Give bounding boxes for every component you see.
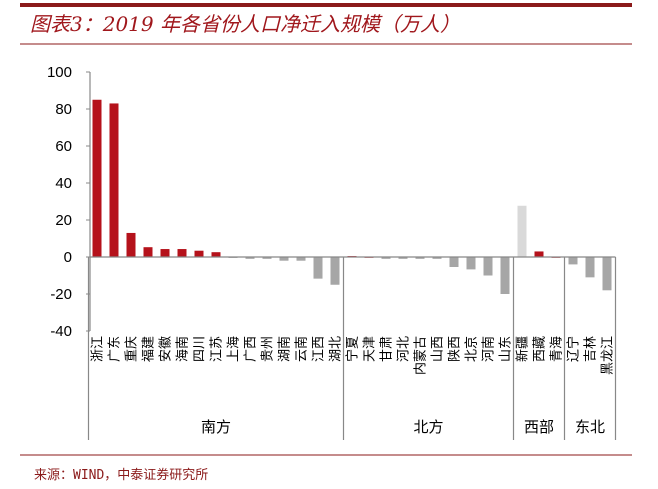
bar-甘肃 (381, 257, 391, 259)
y-tick-label: -40 (50, 323, 72, 340)
category-label: 新疆 (515, 336, 531, 362)
category-label: 湖北 (329, 336, 344, 362)
bar-陕西 (449, 257, 459, 267)
bar-云南 (296, 257, 306, 261)
category-label: 天津 (363, 336, 378, 362)
category-label: 浙江 (91, 336, 106, 362)
category-label: 江西 (312, 336, 327, 362)
bar-内蒙古 (415, 257, 425, 259)
category-label: 甘肃 (380, 336, 395, 362)
top-rule (20, 3, 632, 7)
bar-新疆 (517, 205, 527, 257)
category-label: 宁夏 (345, 336, 361, 362)
bar-福建 (143, 247, 153, 257)
group-label: 南方 (201, 418, 231, 436)
source-note: 来源：WIND，中泰证券研究所 (34, 467, 208, 483)
category-label: 陕西 (448, 336, 463, 362)
category-label: 福建 (142, 336, 157, 362)
y-tick-label: 60 (55, 138, 72, 155)
bar-北京 (466, 257, 476, 270)
bar-浙江 (92, 99, 102, 257)
category-label: 云南 (294, 336, 310, 362)
category-label: 广西 (244, 336, 259, 362)
category-label: 山西 (431, 336, 446, 362)
bar-湖南 (279, 257, 289, 261)
bar-安徽 (160, 249, 170, 257)
category-label: 青海 (550, 336, 565, 362)
category-label: 黑龙江 (601, 336, 616, 375)
category-label: 广东 (108, 336, 123, 362)
bar-山东 (500, 257, 510, 294)
y-tick-label: 80 (55, 101, 72, 118)
category-label: 河南 (481, 336, 497, 362)
bar-贵州 (262, 257, 272, 259)
category-label: 河北 (397, 336, 412, 362)
group-label: 北方 (413, 418, 443, 436)
category-label: 上海 (227, 336, 242, 362)
category-label: 内蒙古 (413, 336, 429, 375)
y-tick-label: 40 (55, 175, 72, 192)
bar-江苏 (211, 252, 221, 257)
bar-广西 (245, 257, 255, 259)
category-label: 辽宁 (566, 336, 582, 362)
bar-江西 (313, 257, 323, 279)
bar-吉林 (585, 257, 595, 278)
y-tick-label: -20 (50, 286, 72, 303)
category-label: 重庆 (124, 336, 140, 362)
category-label: 山东 (499, 336, 514, 362)
group-label: 东北 (575, 418, 605, 436)
y-tick-label: 20 (55, 212, 72, 229)
category-label: 贵州 (261, 336, 276, 362)
bar-黑龙江 (602, 257, 612, 291)
chart-title: 图表3：2019 年各省份人口净迁入规模（万人） (30, 12, 460, 36)
bar-河北 (398, 257, 408, 259)
bar-四川 (194, 250, 204, 257)
y-tick-label: 100 (47, 64, 72, 81)
bar-辽宁 (568, 257, 578, 265)
bar-重庆 (126, 232, 136, 257)
category-label: 西藏 (533, 336, 548, 362)
group-label: 西部 (524, 418, 554, 436)
bar-山西 (432, 257, 442, 259)
bar-湖北 (330, 257, 340, 285)
category-label: 四川 (193, 336, 208, 362)
bar-海南 (177, 249, 187, 257)
category-label: 北京 (465, 336, 480, 362)
bar-河南 (483, 257, 493, 276)
category-label: 吉林 (584, 336, 599, 362)
y-tick-label: 0 (64, 249, 72, 266)
category-label: 海南 (175, 336, 191, 362)
category-label: 江苏 (209, 336, 225, 362)
bar-广东 (109, 103, 119, 257)
bar-西藏 (534, 251, 544, 257)
category-label: 湖南 (277, 336, 293, 362)
category-label: 安徽 (159, 336, 174, 362)
